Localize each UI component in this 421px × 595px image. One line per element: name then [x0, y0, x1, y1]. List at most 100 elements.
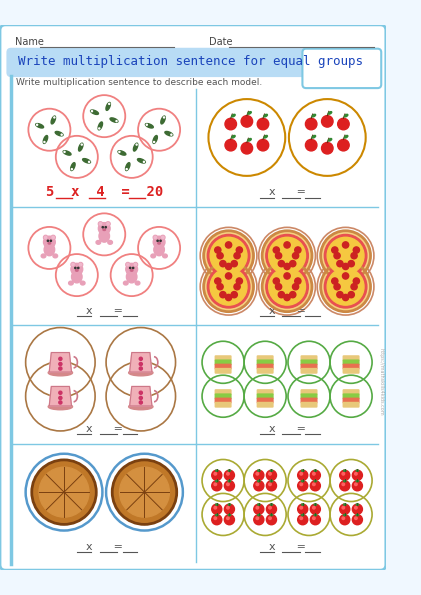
Circle shape	[204, 231, 253, 281]
FancyBboxPatch shape	[301, 356, 317, 361]
Ellipse shape	[83, 159, 91, 163]
Ellipse shape	[118, 151, 126, 155]
Ellipse shape	[305, 139, 317, 151]
Ellipse shape	[312, 136, 316, 138]
Circle shape	[226, 472, 229, 475]
Ellipse shape	[241, 115, 253, 127]
Circle shape	[342, 483, 344, 486]
Ellipse shape	[344, 470, 346, 471]
Circle shape	[353, 247, 360, 253]
FancyBboxPatch shape	[301, 390, 317, 394]
Ellipse shape	[314, 470, 317, 471]
Circle shape	[162, 236, 164, 239]
Circle shape	[107, 223, 109, 225]
Circle shape	[139, 401, 142, 404]
Text: 5  x  4  =  20: 5 x 4 = 20	[45, 186, 163, 199]
Circle shape	[327, 237, 364, 274]
Circle shape	[72, 264, 74, 266]
Circle shape	[354, 483, 357, 486]
Circle shape	[334, 284, 340, 290]
FancyBboxPatch shape	[6, 48, 309, 77]
Circle shape	[273, 278, 280, 284]
Circle shape	[71, 168, 72, 170]
Text: Write multiplication sentence for equal groups: Write multiplication sentence for equal …	[19, 55, 363, 68]
Circle shape	[342, 472, 344, 475]
Ellipse shape	[258, 515, 260, 516]
Circle shape	[231, 261, 237, 267]
Ellipse shape	[248, 112, 251, 114]
Circle shape	[321, 231, 370, 281]
FancyBboxPatch shape	[302, 49, 381, 88]
FancyBboxPatch shape	[301, 368, 317, 373]
Ellipse shape	[96, 240, 101, 245]
Ellipse shape	[248, 139, 251, 141]
Circle shape	[139, 362, 142, 365]
Circle shape	[71, 262, 75, 267]
Circle shape	[312, 483, 315, 486]
Circle shape	[340, 470, 350, 480]
Circle shape	[64, 151, 65, 152]
Circle shape	[342, 273, 349, 279]
Circle shape	[310, 504, 320, 514]
Circle shape	[284, 273, 290, 279]
Circle shape	[298, 470, 308, 480]
Polygon shape	[49, 387, 72, 406]
Circle shape	[231, 292, 237, 298]
Ellipse shape	[301, 481, 304, 482]
Ellipse shape	[322, 142, 333, 154]
Ellipse shape	[125, 162, 130, 171]
Circle shape	[312, 506, 315, 509]
Circle shape	[310, 481, 320, 491]
Ellipse shape	[356, 504, 359, 505]
FancyBboxPatch shape	[257, 394, 273, 399]
Ellipse shape	[258, 504, 260, 505]
Circle shape	[99, 128, 100, 129]
FancyBboxPatch shape	[257, 390, 273, 394]
Ellipse shape	[91, 110, 99, 114]
Ellipse shape	[270, 470, 273, 471]
FancyBboxPatch shape	[343, 360, 359, 365]
Circle shape	[334, 253, 340, 259]
Ellipse shape	[129, 403, 153, 410]
Ellipse shape	[312, 114, 316, 117]
Circle shape	[348, 261, 354, 267]
Circle shape	[59, 401, 62, 404]
Ellipse shape	[129, 369, 153, 376]
Text: Date: Date	[209, 37, 232, 47]
Circle shape	[298, 481, 308, 491]
Circle shape	[136, 144, 137, 145]
FancyBboxPatch shape	[215, 390, 231, 394]
Ellipse shape	[328, 139, 332, 141]
Circle shape	[226, 506, 229, 509]
Ellipse shape	[338, 118, 349, 130]
Ellipse shape	[103, 229, 106, 230]
Circle shape	[154, 142, 155, 143]
Circle shape	[43, 236, 55, 248]
FancyBboxPatch shape	[215, 398, 231, 403]
Circle shape	[266, 515, 277, 525]
Circle shape	[300, 472, 303, 475]
Ellipse shape	[356, 470, 359, 471]
Ellipse shape	[106, 102, 110, 110]
Circle shape	[212, 515, 222, 525]
Circle shape	[224, 515, 234, 525]
Circle shape	[224, 470, 234, 480]
Circle shape	[126, 264, 138, 275]
Ellipse shape	[135, 281, 140, 285]
Ellipse shape	[257, 118, 269, 130]
Circle shape	[342, 295, 349, 300]
Circle shape	[262, 231, 312, 281]
Circle shape	[342, 517, 344, 519]
Circle shape	[59, 357, 62, 361]
Ellipse shape	[228, 470, 231, 471]
Ellipse shape	[154, 243, 164, 256]
Circle shape	[340, 515, 350, 525]
Circle shape	[224, 481, 234, 491]
Polygon shape	[130, 353, 152, 372]
Circle shape	[269, 483, 271, 486]
Circle shape	[214, 506, 216, 509]
Circle shape	[337, 261, 343, 267]
Circle shape	[226, 273, 232, 279]
Ellipse shape	[145, 124, 153, 128]
Circle shape	[293, 253, 298, 259]
